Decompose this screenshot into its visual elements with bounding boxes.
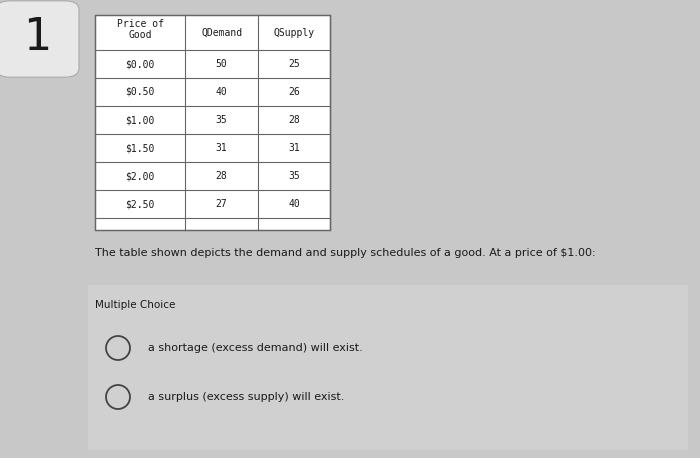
Text: 31: 31 [216,143,228,153]
Text: 50: 50 [216,59,228,69]
FancyBboxPatch shape [95,15,330,230]
Text: 31: 31 [288,143,300,153]
Text: 40: 40 [216,87,228,97]
Text: $0.00: $0.00 [125,59,155,69]
Text: 26: 26 [288,87,300,97]
Text: QDemand: QDemand [201,27,242,38]
Text: $1.00: $1.00 [125,115,155,125]
Text: Good: Good [129,30,152,40]
Text: 35: 35 [216,115,228,125]
Text: 28: 28 [216,171,228,181]
Text: 1: 1 [23,16,51,60]
Text: $0.50: $0.50 [125,87,155,97]
Text: $1.50: $1.50 [125,143,155,153]
Text: 28: 28 [288,115,300,125]
Text: a shortage (excess demand) will exist.: a shortage (excess demand) will exist. [148,343,363,353]
Text: The table shown depicts the demand and supply schedules of a good. At a price of: The table shown depicts the demand and s… [95,248,596,258]
Text: a surplus (excess supply) will exist.: a surplus (excess supply) will exist. [148,392,344,402]
Text: 27: 27 [216,199,228,209]
Text: Price of: Price of [117,19,164,29]
Text: $2.00: $2.00 [125,171,155,181]
Text: $2.50: $2.50 [125,199,155,209]
Text: 40: 40 [288,199,300,209]
Ellipse shape [106,336,130,360]
Text: 35: 35 [288,171,300,181]
Ellipse shape [106,385,130,409]
Text: 25: 25 [288,59,300,69]
FancyBboxPatch shape [0,1,79,77]
FancyBboxPatch shape [88,285,688,450]
Text: Multiple Choice: Multiple Choice [95,300,176,310]
Text: QSupply: QSupply [274,27,314,38]
